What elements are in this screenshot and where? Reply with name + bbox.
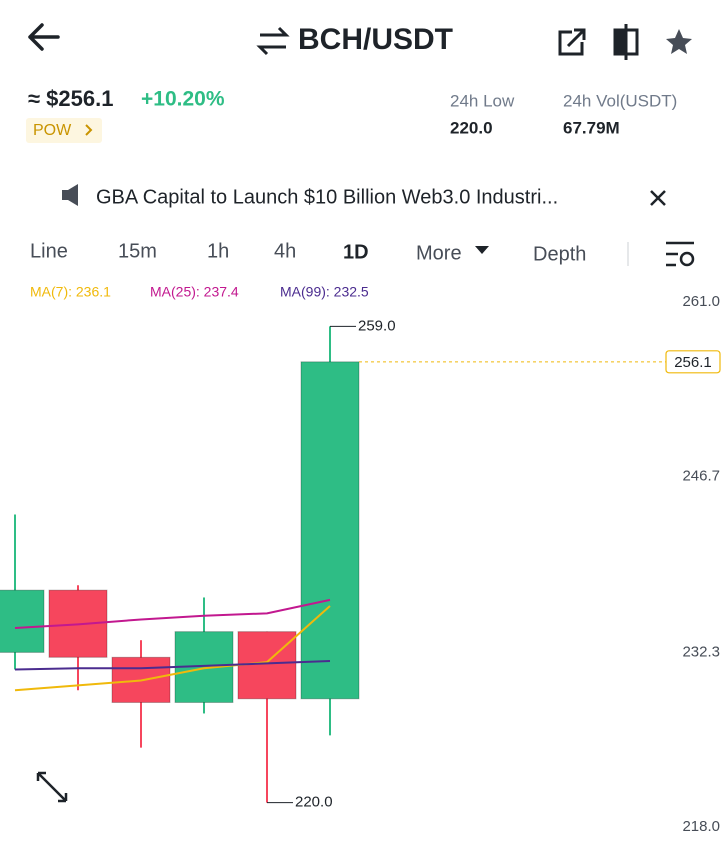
tag-arrow [85,124,93,136]
stat-label: 24h Low [450,91,515,110]
share-icon[interactable] [558,28,586,56]
swap-icon[interactable] [256,26,290,56]
legend-entry: MA(99): 232.5 [280,284,369,300]
y-tick-label: 232.3 [682,643,720,660]
stat-value: 220.0 [450,118,493,137]
legend-entry: MA(7): 236.1 [30,284,111,300]
expand-icon[interactable] [36,771,68,803]
y-tick-label: 246.7 [682,468,720,485]
last-price-label: 256.1 [674,354,712,371]
settings-icon[interactable] [666,241,695,267]
compare-icon[interactable] [613,24,639,60]
ma-line [14,598,331,629]
tab[interactable]: 4h [274,240,296,262]
stat-label: 24h Vol(USDT) [563,91,677,110]
tab[interactable]: 1h [207,240,229,262]
chart: 261.0 246.7 232.3 218.0 MA(7): 236.1 MA(25): … [0,284,721,835]
tab-active[interactable]: 1D [343,241,369,263]
tag-bg [26,118,102,143]
ma-line [14,659,331,671]
y-tick-label: 261.0 [682,293,720,310]
last-price: ≈ $256.1 [28,86,113,111]
ma-line [14,605,331,692]
dropdown-arrow [475,246,489,254]
annotation-label: 220.0 [295,794,333,811]
legend-entry: MA(25): 237.4 [150,284,239,300]
speaker-icon [62,184,78,206]
price-change: +10.20% [141,88,225,111]
y-tick-label: 218.0 [682,818,720,835]
annotation-label: 259.0 [358,317,396,334]
news-text[interactable]: GBA Capital to Launch $10 Billion Web3.0… [96,186,558,208]
candle-body [0,589,45,653]
last-price-box [665,350,721,374]
stat-value: 67.79M [563,118,620,137]
tag[interactable]: POW [33,122,72,139]
pair-title: BCH/USDT [298,23,453,56]
favorite-icon[interactable] [666,29,692,54]
tab[interactable]: 15m [118,240,157,262]
close-news[interactable] [650,190,666,206]
candle-body [300,361,360,700]
candle-body [237,631,297,700]
tab[interactable]: More [416,242,462,264]
tab[interactable]: Line [30,240,68,262]
tab[interactable]: Depth [533,243,586,265]
back-button[interactable] [28,23,60,51]
